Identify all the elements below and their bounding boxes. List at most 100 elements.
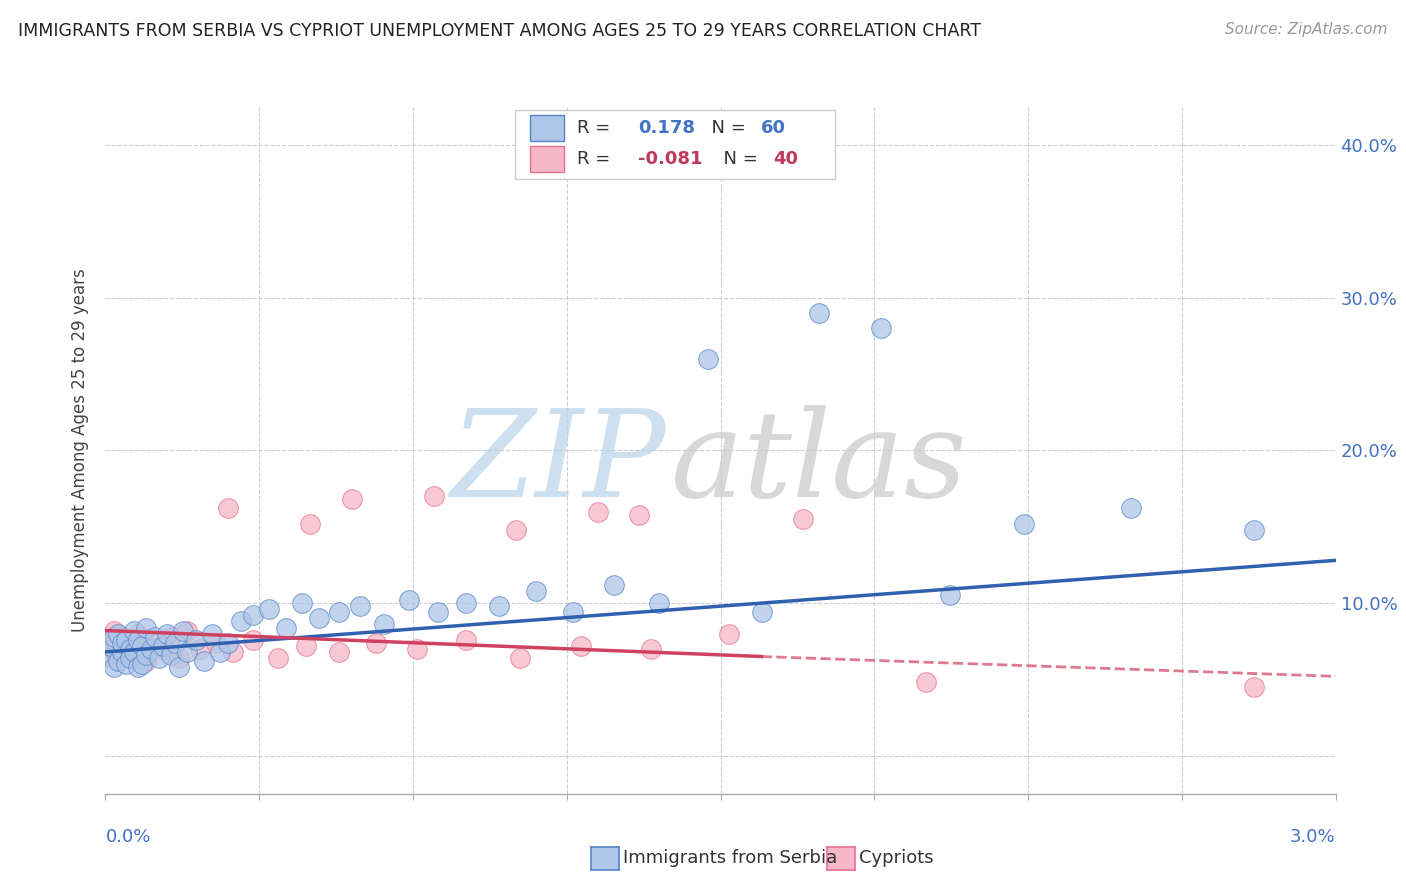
Text: 40: 40 xyxy=(773,150,799,169)
Point xyxy=(169,660,191,674)
Point xyxy=(107,626,129,640)
Point xyxy=(111,630,134,644)
Point xyxy=(127,632,149,647)
Point xyxy=(349,599,371,614)
Text: 3.0%: 3.0% xyxy=(1291,828,1336,846)
Point xyxy=(242,608,264,623)
Point xyxy=(792,512,814,526)
Point xyxy=(131,639,153,653)
Point xyxy=(205,636,228,650)
Text: Cypriots: Cypriots xyxy=(859,849,934,867)
Point xyxy=(869,321,891,335)
Point xyxy=(143,632,166,647)
Point xyxy=(201,626,224,640)
Point xyxy=(94,649,117,664)
Text: atlas: atlas xyxy=(672,406,969,523)
Point xyxy=(143,630,166,644)
Point xyxy=(135,620,157,634)
Text: Immigrants from Serbia: Immigrants from Serbia xyxy=(623,849,837,867)
Point xyxy=(176,624,198,638)
Point xyxy=(131,639,153,653)
Point xyxy=(509,651,531,665)
Point xyxy=(366,636,388,650)
Point xyxy=(562,605,585,619)
Point xyxy=(122,645,145,659)
Point xyxy=(524,583,547,598)
Point xyxy=(176,645,198,659)
Text: 60: 60 xyxy=(761,120,786,137)
Point xyxy=(218,636,240,650)
Point xyxy=(1012,516,1035,531)
Point xyxy=(111,645,134,659)
Point xyxy=(939,589,962,603)
Point xyxy=(165,636,187,650)
Point xyxy=(291,596,314,610)
Point xyxy=(193,654,215,668)
Point xyxy=(488,599,510,614)
Point xyxy=(697,351,720,366)
Point xyxy=(115,657,138,672)
Y-axis label: Unemployment Among Ages 25 to 29 years: Unemployment Among Ages 25 to 29 years xyxy=(72,268,90,632)
Point xyxy=(308,611,330,625)
Point xyxy=(135,648,157,662)
Point xyxy=(103,624,125,638)
Point xyxy=(98,641,121,656)
Point xyxy=(299,516,322,531)
Point xyxy=(122,645,145,659)
Point xyxy=(426,605,449,619)
Point xyxy=(209,645,232,659)
Text: 0.178: 0.178 xyxy=(638,120,695,137)
Point xyxy=(229,615,252,629)
Point xyxy=(127,660,149,674)
Text: IMMIGRANTS FROM SERBIA VS CYPRIOT UNEMPLOYMENT AMONG AGES 25 TO 29 YEARS CORRELA: IMMIGRANTS FROM SERBIA VS CYPRIOT UNEMPL… xyxy=(18,22,981,40)
Point xyxy=(1243,680,1265,694)
Point xyxy=(267,651,290,665)
Point xyxy=(169,651,191,665)
Point xyxy=(160,630,183,644)
Point xyxy=(398,593,420,607)
Point xyxy=(120,651,141,665)
Point xyxy=(115,648,138,662)
Point xyxy=(131,657,153,672)
Bar xyxy=(530,146,564,172)
Point xyxy=(120,641,141,656)
Point xyxy=(135,654,157,668)
Point xyxy=(640,641,662,656)
Point xyxy=(603,578,626,592)
Text: R =: R = xyxy=(576,150,616,169)
Point xyxy=(111,636,134,650)
Point xyxy=(328,645,350,659)
Point xyxy=(120,636,141,650)
Point xyxy=(184,632,207,647)
Point xyxy=(160,648,183,662)
Point xyxy=(406,641,429,656)
Point xyxy=(218,501,240,516)
Point xyxy=(188,641,211,656)
Text: N =: N = xyxy=(711,150,763,169)
Point xyxy=(373,617,395,632)
Point xyxy=(807,306,830,320)
Point xyxy=(139,641,162,656)
Text: N =: N = xyxy=(700,120,751,137)
Text: Source: ZipAtlas.com: Source: ZipAtlas.com xyxy=(1225,22,1388,37)
Bar xyxy=(530,115,564,141)
Point xyxy=(148,651,170,665)
Point xyxy=(94,632,117,647)
Point xyxy=(340,492,363,507)
Point xyxy=(127,626,149,640)
Point xyxy=(295,639,318,653)
Point xyxy=(1119,501,1142,516)
Point xyxy=(221,645,243,659)
Point xyxy=(456,596,478,610)
Point xyxy=(717,626,740,640)
Point xyxy=(627,508,650,522)
Point xyxy=(156,626,179,640)
Point xyxy=(115,632,138,647)
FancyBboxPatch shape xyxy=(515,111,835,179)
Point xyxy=(914,675,936,690)
Text: 0.0%: 0.0% xyxy=(105,828,150,846)
Point xyxy=(107,654,129,668)
Point xyxy=(505,523,527,537)
Point xyxy=(103,660,125,674)
Point xyxy=(98,639,121,653)
